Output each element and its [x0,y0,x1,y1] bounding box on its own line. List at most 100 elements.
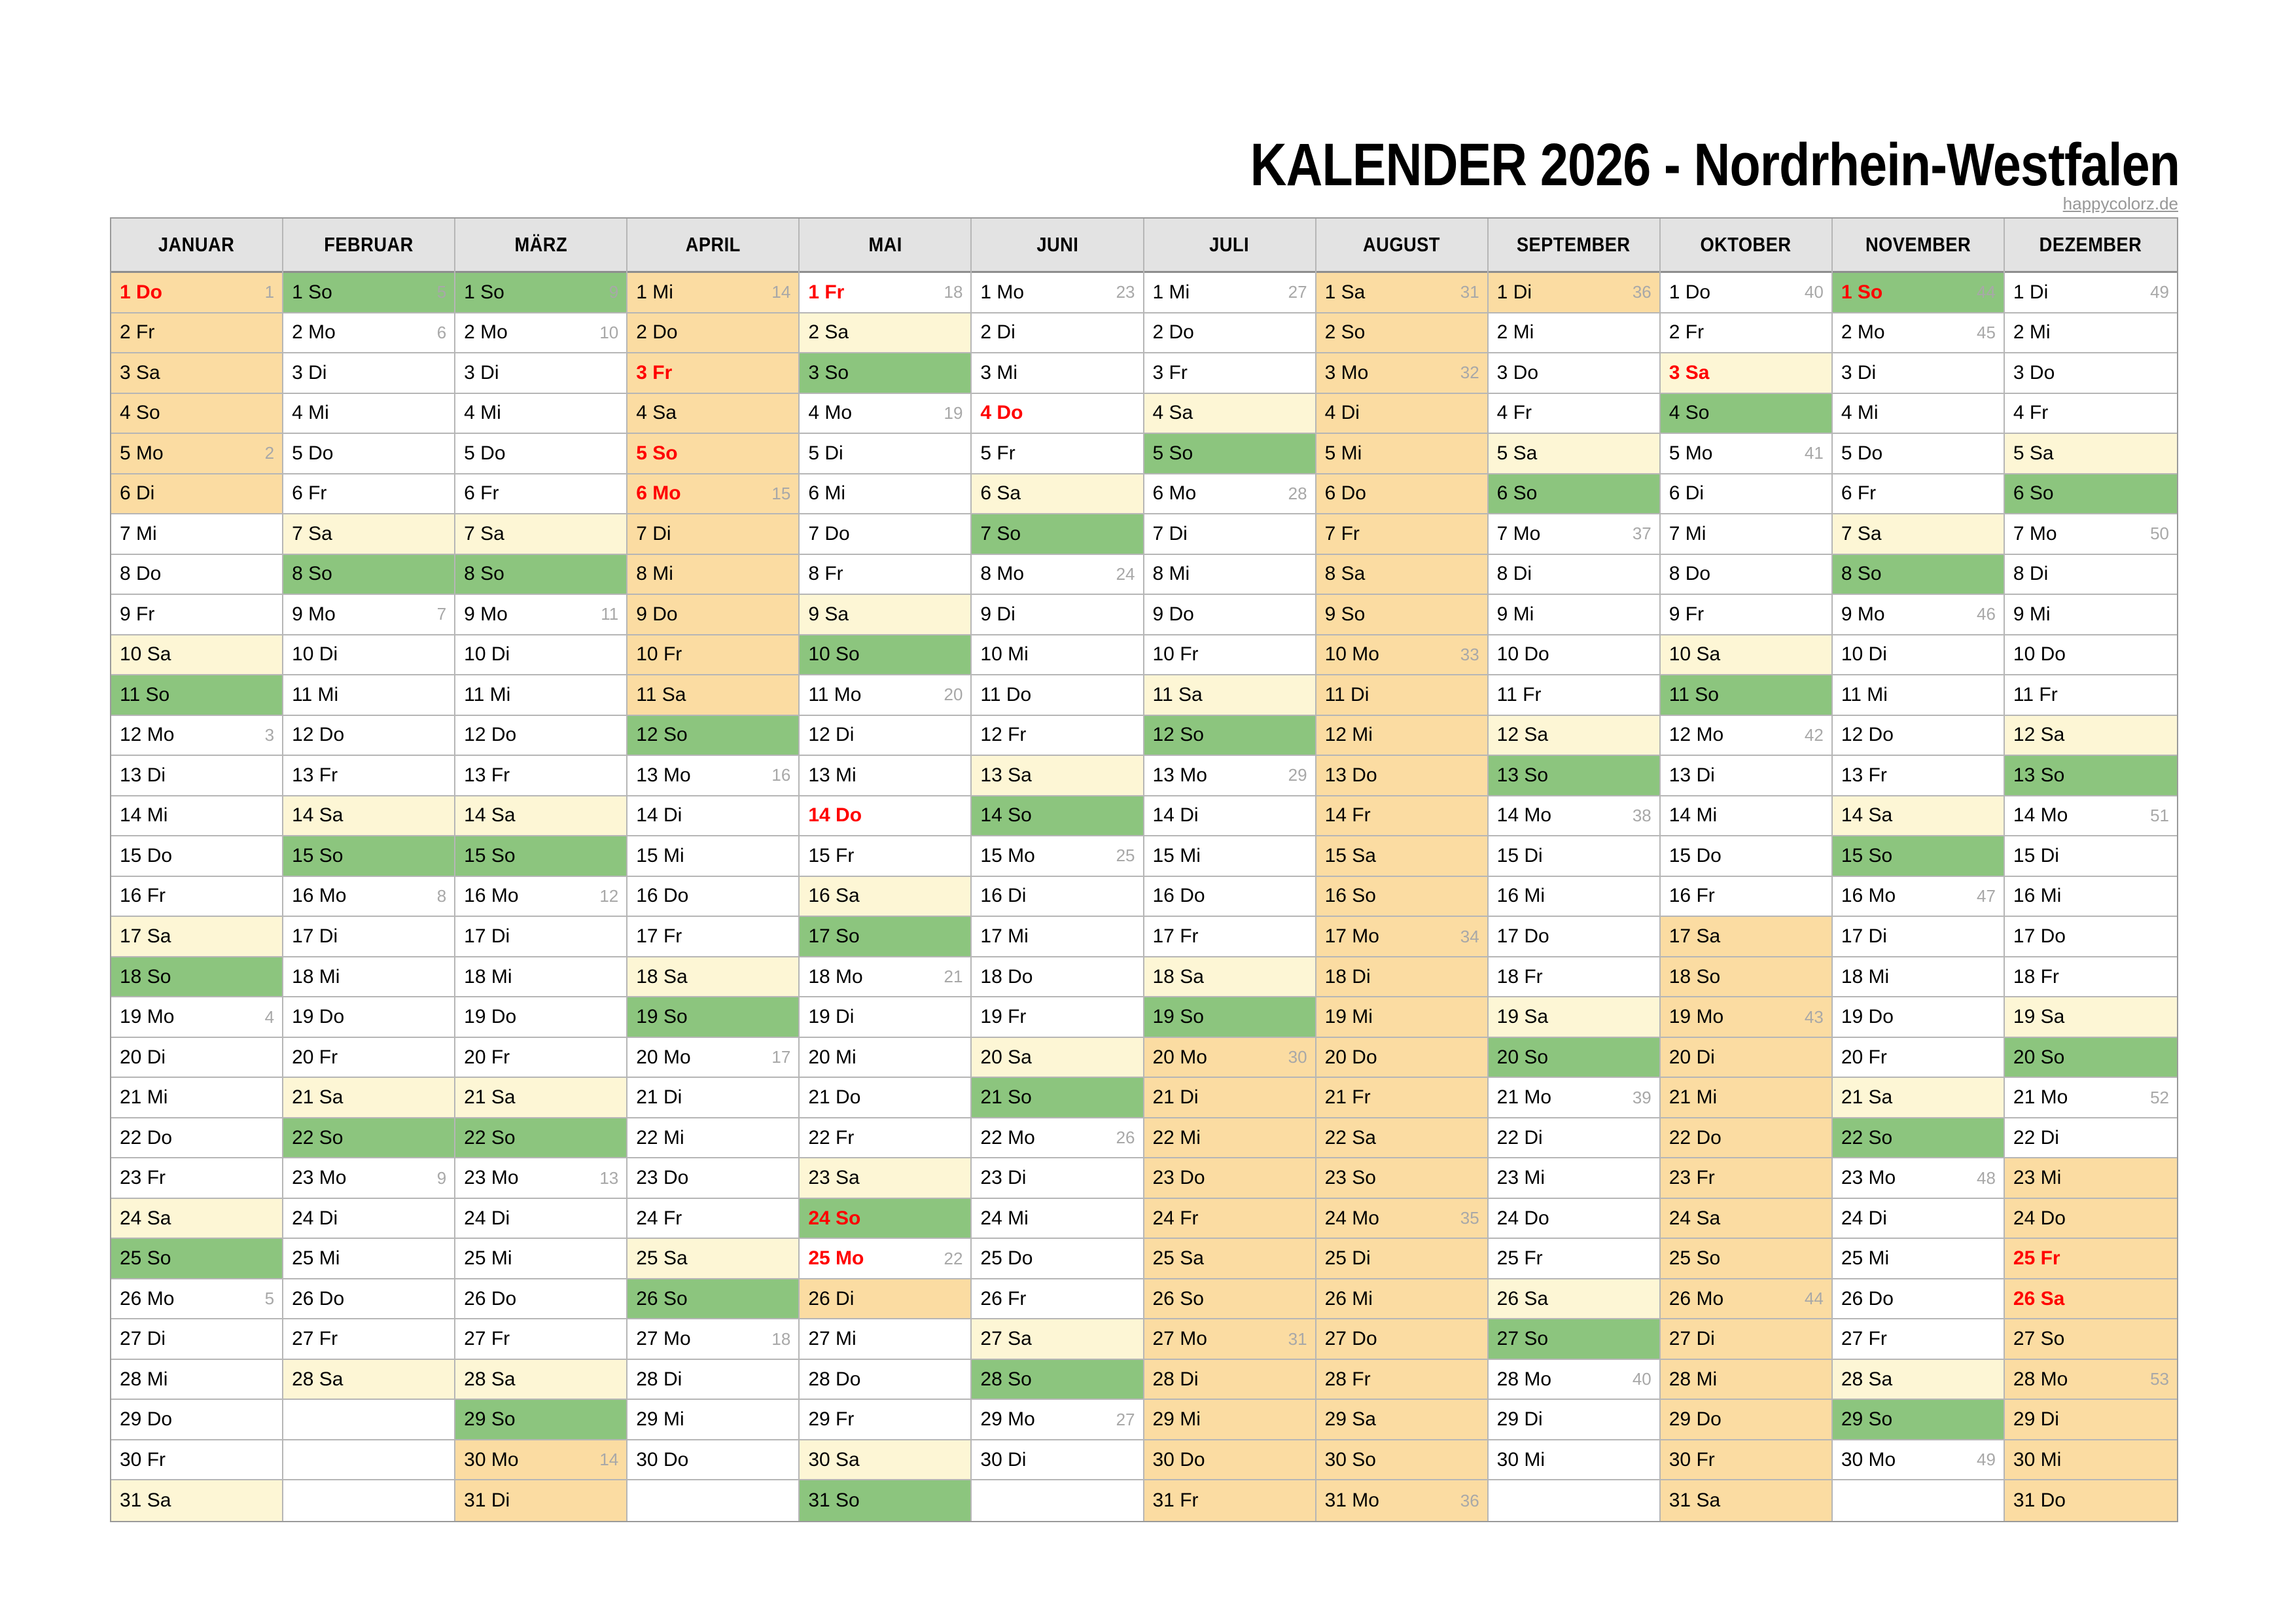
week-number: 18 [771,1329,791,1349]
day-cell: 12 Mi [1316,715,1487,757]
day-label: 26 Mi [1324,1287,1373,1310]
day-cell: 24 Di [455,1198,627,1240]
day-label: 5 Do [292,442,334,464]
day-label: 22 Fr [808,1126,855,1149]
week-number: 8 [436,885,447,906]
day-cell: 29 Sa [1316,1400,1487,1440]
day-label: 21 Di [636,1086,682,1109]
day-cell: 20 Mo 17 [627,1037,799,1079]
day-cell: 31 Di [455,1480,627,1521]
day-cell: 20 Fr [283,1037,455,1079]
day-label: 10 Mo [1324,643,1379,666]
month-column: DEZEMBER 1 Di 49 2 Mi 3 Do 4 Fr 5 Sa 6 So 7 Mo 50… [2004,219,2177,1521]
day-label: 12 Mi [1324,724,1373,746]
day-cell: 23 Fr [1660,1158,1831,1199]
day-label: 20 Di [120,1046,166,1068]
day-cell: 5 Do [283,434,455,474]
day-cell: 6 Mo 28 [1144,474,1315,515]
day-label: 29 Di [2013,1408,2059,1431]
day-label: 20 So [2013,1046,2065,1068]
day-label: 2 Mo [464,321,508,344]
day-label: 1 Do [1669,281,1711,303]
day-cell: 6 Di [1660,474,1831,515]
day-label: 2 Do [1152,321,1194,344]
day-cell: 14 Mi [1660,796,1831,837]
empty-cell [283,1480,455,1521]
day-label: 23 Mi [1496,1167,1545,1189]
week-number: 6 [436,322,447,342]
day-label: 16 Fr [120,885,166,907]
day-label: 19 So [636,1006,688,1028]
day-label: 19 Do [292,1006,345,1028]
day-label: 13 Mo [1152,764,1207,786]
day-cell: 18 Fr [2004,957,2177,998]
day-label: 15 So [292,844,344,866]
day-cell: 13 Mo 29 [1144,756,1315,796]
day-label: 6 Do [1324,482,1366,505]
day-cell: 8 Sa [1316,554,1487,596]
day-label: 10 Di [1841,643,1887,666]
day-cell: 17 Fr [627,917,799,957]
day-label: 17 Di [1841,925,1887,947]
day-label: 10 Fr [636,643,682,666]
day-cell: 27 Mo 31 [1144,1319,1315,1360]
day-label: 16 So [1324,885,1376,907]
day-cell: 11 Sa [1144,675,1315,716]
day-label: 23 Mi [2013,1167,2062,1189]
day-cell: 2 Fr [1660,313,1831,354]
day-cell: 18 Mi [1832,957,2004,998]
site-link[interactable]: happycolorz.de [2062,194,2178,213]
week-number: 13 [599,1168,619,1188]
day-label: 24 Sa [1669,1207,1721,1229]
day-label: 28 Mo [1496,1368,1552,1390]
day-label: 19 Do [464,1006,517,1028]
day-cell: 21 Di [1144,1078,1315,1118]
day-cell: 18 Do [972,957,1143,998]
day-cell: 31 Sa [1660,1480,1831,1521]
day-label: 13 Mo [636,764,691,786]
day-cell: 9 Mo 11 [455,595,627,635]
day-cell: 21 Sa [455,1078,627,1118]
day-cell: 7 So [972,514,1143,555]
day-cell: 25 Mi [1832,1239,2004,1279]
day-label: 8 Do [1669,563,1711,585]
day-label: 16 Di [980,885,1027,907]
day-cell: 2 Di [972,313,1143,354]
day-label: 14 Mi [1669,804,1718,827]
day-label: 23 So [1324,1167,1376,1189]
day-cell: 1 Do 40 [1660,273,1831,313]
day-cell: 5 Mo 2 [111,434,283,474]
day-cell: 5 Di [800,434,971,474]
day-label: 23 Mo [292,1167,347,1189]
day-cell: 8 Do [1660,554,1831,596]
day-label: 24 Do [2013,1207,2066,1229]
day-label: 15 Di [2013,844,2059,866]
day-cell: 22 So [1832,1118,2004,1159]
day-label: 24 Di [464,1207,510,1229]
day-cell: 23 So [1316,1158,1487,1199]
day-label: 17 Sa [1669,925,1721,947]
day-cell: 2 Fr [111,313,283,354]
day-cell: 23 Mo 13 [455,1158,627,1199]
day-cell: 15 So [1832,836,2004,877]
day-cell: 21 So [972,1078,1143,1118]
day-cell: 13 Mi [800,756,971,796]
holiday-day-label: 3 Fr [636,361,673,383]
day-cell: 29 Mo 27 [972,1400,1143,1440]
day-label: 17 Mo [1324,925,1379,947]
day-label: 24 Fr [636,1207,682,1229]
day-label: 11 Mo [808,683,862,705]
day-cell: 16 Mo 47 [1832,876,2004,918]
day-label: 18 Mo [808,965,863,988]
day-cell: 4 Fr [2004,393,2177,435]
month-column: AUGUST 1 Sa 31 2 So 3 Mo 32 4 Di 5 Mi 6 Do 7 Fr 8 … [1316,219,1489,1521]
day-cell: 5 So [1144,434,1315,474]
day-label: 12 So [1152,724,1204,746]
day-label: 25 Sa [636,1247,688,1270]
day-label: 17 Fr [1152,925,1199,947]
day-label: 25 Di [1324,1247,1371,1270]
day-cell: 13 Fr [283,756,455,796]
day-cell: 28 Mo 53 [2004,1359,2177,1400]
empty-cell [283,1440,455,1481]
day-cell: 29 Mi [627,1400,799,1440]
